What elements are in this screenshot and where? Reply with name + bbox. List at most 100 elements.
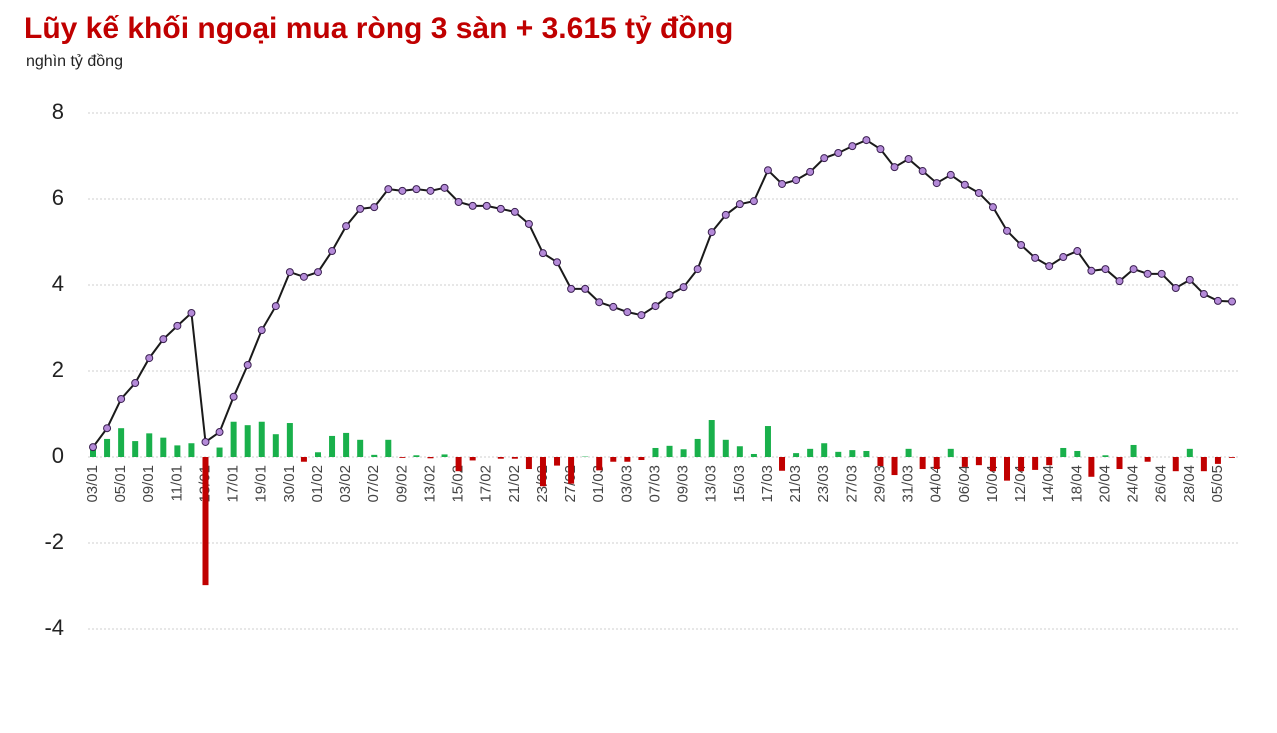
bar [427,457,434,459]
line-marker [778,179,787,188]
line-marker [384,185,393,194]
line-marker [89,443,97,452]
bar [1116,457,1123,470]
line-marker [1171,284,1180,293]
line-marker [581,284,590,293]
line-marker [890,163,899,172]
x-tick-label: 19/01 [253,465,270,503]
bar [652,447,659,457]
line-marker [595,298,604,307]
bar [441,454,448,457]
line-marker [1031,253,1040,262]
line-marker [285,268,294,277]
bar [764,426,771,457]
bar [624,457,631,462]
x-tick-label: 20/04 [1096,465,1113,503]
bar [188,443,195,457]
line-marker [707,228,716,237]
line-marker [1017,241,1026,250]
bar [680,449,687,457]
y-tick-label: -4 [44,615,64,640]
bar [286,423,293,457]
line-marker [201,437,210,446]
bar [708,420,715,457]
bar [174,445,181,457]
y-tick-label: -2 [44,529,64,554]
bar [793,453,800,457]
x-tick-label: 07/02 [365,465,382,503]
bar [568,457,575,484]
line-marker [637,311,646,320]
bar [736,446,743,457]
x-tick-label: 17/02 [478,465,495,503]
y-tick-label: 0 [52,443,64,468]
line-marker [482,201,491,210]
x-tick-label: 15/03 [731,465,748,503]
line-marker [806,167,815,176]
line-marker [1045,262,1054,271]
bar [160,437,167,457]
x-tick-label: 18/04 [1068,465,1085,503]
line-marker [735,200,744,209]
line-marker [876,145,885,154]
x-tick-label: 10/04 [984,465,1001,503]
bar [1004,457,1011,481]
x-tick-label: 03/01 [84,465,101,503]
bar [877,457,884,467]
bar [343,432,350,457]
bar [202,457,209,586]
bar [525,457,532,470]
bar [146,433,153,457]
line-marker [988,203,997,212]
bar [258,421,265,457]
bar [469,457,476,461]
bar [722,439,729,457]
x-tick-label: 04/04 [928,465,945,503]
line-marker [145,354,154,363]
line-marker [1115,277,1124,286]
chart-title: Lũy kế khối ngoại mua ròng 3 sàn + 3.615… [24,12,733,45]
x-tick-label: 28/04 [1181,465,1198,503]
x-tick-label: 09/02 [393,465,410,503]
x-tick-label: 13/02 [421,465,438,503]
y-tick-label: 8 [52,99,64,124]
x-tick-label: 03/03 [618,465,635,503]
bar [413,455,420,457]
x-tick-label: 09/03 [675,465,692,503]
y-tick-label: 4 [52,271,64,296]
bar [104,438,111,457]
x-tick-label: 13/03 [703,465,720,503]
bar [989,457,996,472]
x-tick-label: 31/03 [900,465,917,503]
line-marker [553,258,562,267]
bar [1102,455,1109,457]
line-marker [313,268,322,277]
x-tick-label: 17/01 [225,465,242,503]
bar [666,445,673,457]
line [92,138,1233,448]
bar [244,425,251,457]
bar [961,457,968,467]
line-marker [496,204,505,213]
bar [314,452,321,457]
bar [638,457,645,461]
line-marker [538,249,547,258]
line-marker [693,265,702,274]
y-tick-label: 6 [52,185,64,210]
line-marker [159,335,168,344]
line-marker [1087,266,1096,275]
line-marker [1003,226,1012,235]
x-tick-label: 12/04 [1012,465,1029,503]
line-marker [665,290,674,299]
line-marker [257,326,266,335]
line-marker [1199,290,1208,299]
bar [1032,457,1039,470]
bar [610,457,617,462]
x-tick-label: 21/02 [506,465,523,503]
line-marker [1101,265,1110,274]
bar [933,457,940,470]
line-marker [243,360,252,369]
line-marker [271,302,280,311]
line-marker [173,321,182,330]
